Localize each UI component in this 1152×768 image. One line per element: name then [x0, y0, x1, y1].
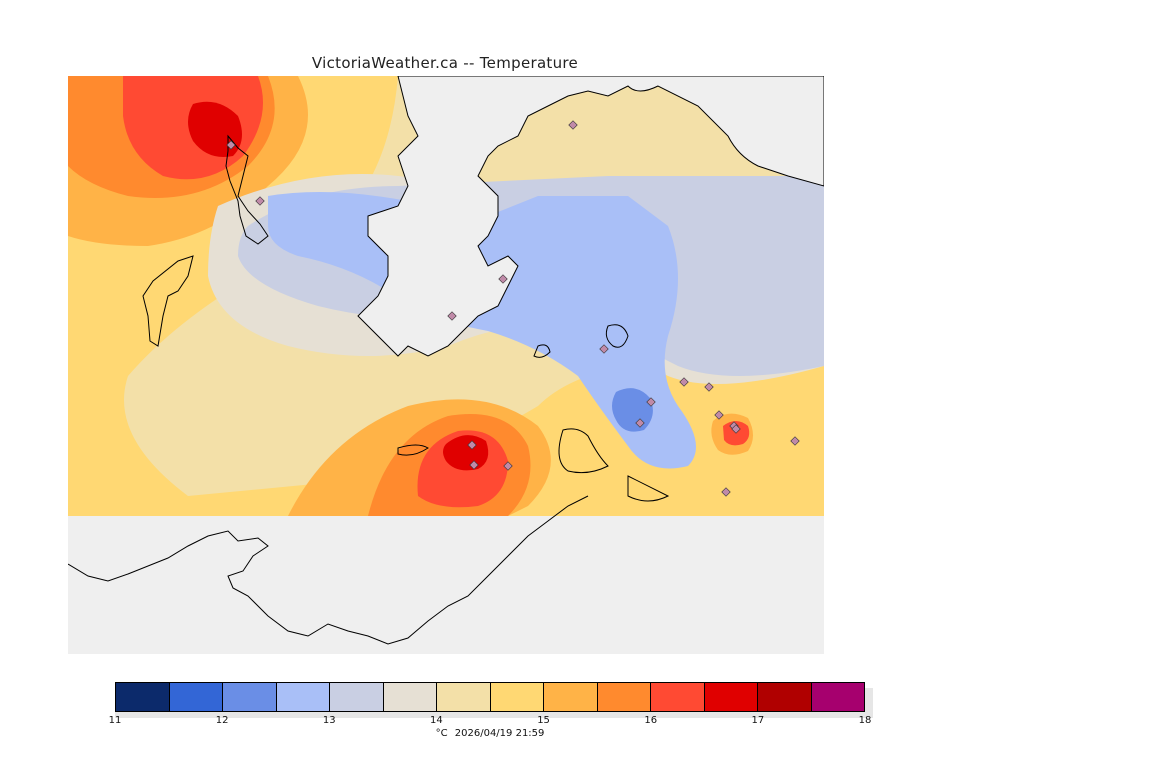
station-markers — [226, 120, 800, 497]
colorbar-swatches — [115, 682, 865, 712]
colorbar-tick-label: 17 — [751, 715, 765, 726]
colorbar-tick-label: 12 — [215, 715, 229, 726]
colorbar-swatch — [811, 683, 864, 711]
temperature-map-svg — [68, 76, 824, 654]
colorbar-swatch — [490, 683, 544, 711]
map-title: VictoriaWeather.ca -- Temperature — [311, 54, 579, 72]
colorbar — [115, 682, 873, 718]
colorbar-swatch — [704, 683, 758, 711]
temperature-map[interactable] — [68, 76, 824, 654]
colorbar-tick-label: 11 — [108, 715, 122, 726]
colorbar-tick-label: 15 — [537, 715, 550, 726]
colorbar-tick-label: 14 — [430, 715, 443, 726]
colorbar-swatch — [383, 683, 437, 711]
south-landmass — [68, 495, 824, 654]
footer: °C 2026/04/19 21:59 — [0, 728, 980, 739]
colorbar-swatch — [758, 683, 812, 711]
colorbar-swatch — [276, 683, 330, 711]
islands — [142, 134, 670, 502]
colorbar-tick-label: 13 — [322, 715, 336, 726]
unit-label: °C — [435, 728, 448, 739]
colorbar-ticks: 11 12 13 14 15 16 17 18 — [109, 715, 872, 729]
timestamp: 2026/04/19 21:59 — [454, 728, 545, 739]
land-outlines — [357, 76, 824, 357]
colorbar-swatch — [437, 683, 491, 711]
colorbar-swatch — [544, 683, 598, 711]
colorbar-tick-label: 16 — [644, 715, 658, 726]
colorbar-tick-label: 18 — [858, 715, 872, 726]
colorbar-swatch — [223, 683, 277, 711]
colorbar-swatch — [597, 683, 651, 711]
colorbar-swatch — [169, 683, 223, 711]
colorbar-swatch — [116, 683, 170, 711]
colorbar-swatch — [330, 683, 384, 711]
colorbar-swatch — [651, 683, 705, 711]
